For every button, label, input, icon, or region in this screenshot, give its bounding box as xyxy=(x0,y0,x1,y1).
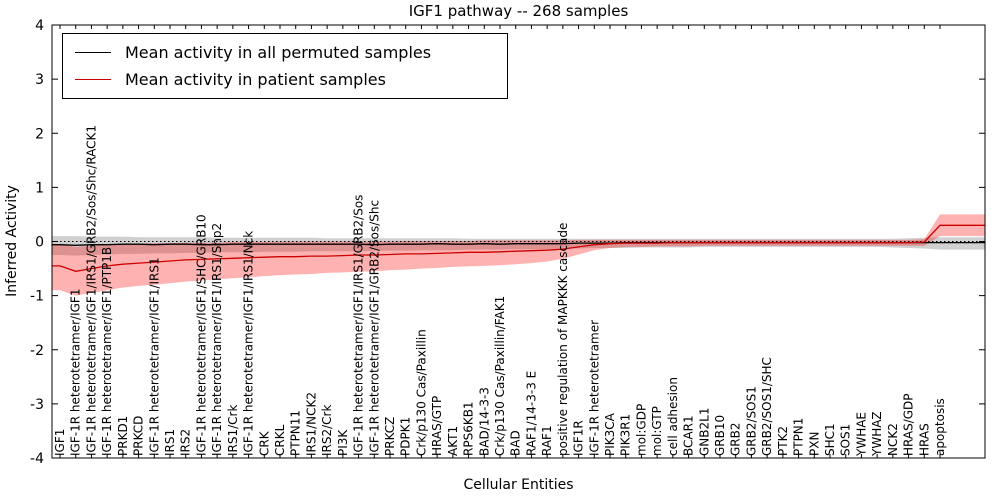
x-tick-label: PI3K xyxy=(336,429,350,456)
x-tick-label: mol:GDP xyxy=(634,404,648,456)
x-tick-label: RPS6KB1 xyxy=(462,401,476,456)
y-tick-label: 3 xyxy=(35,72,44,88)
x-tick-label: HRAS xyxy=(917,423,931,456)
x-tick-label: IRS1 xyxy=(163,429,177,456)
x-tick-label: GRB10 xyxy=(713,415,727,456)
y-axis-label: Inferred Activity xyxy=(4,185,20,297)
x-tick-label: PDPK1 xyxy=(399,417,413,456)
x-tick-label: IGF-1R heterotetramer/IGF1 xyxy=(69,289,83,456)
y-tick-label: -2 xyxy=(30,343,44,359)
x-tick-label: SOS1 xyxy=(839,424,853,456)
x-tick-label: IGF-1R heterotetramer/IGF1/IRS1 xyxy=(147,257,161,456)
x-tick-label: NCK2 xyxy=(886,423,900,456)
y-tick-label: -4 xyxy=(30,451,44,467)
x-tick-label: IGF1 xyxy=(53,429,67,456)
x-tick-label: IGF-1R heterotetramer/IGF1/SHC/GRB10 xyxy=(194,214,208,456)
chart-title: IGF1 pathway -- 268 samples xyxy=(408,2,629,20)
x-tick-label: GNB2L1 xyxy=(697,408,711,456)
x-tick-label: PXN xyxy=(807,432,821,456)
x-tick-label: IGF1R xyxy=(572,420,586,456)
x-tick-label: HRAS/GDP xyxy=(902,393,916,456)
x-tick-label: mol:GTP xyxy=(650,406,664,456)
x-tick-label: IGF-1R heterotetramer xyxy=(587,320,601,456)
x-tick-label: BAD xyxy=(509,430,523,456)
patient-mean-line xyxy=(52,224,985,272)
x-tick-label: GRB2/SOS1/SHC xyxy=(760,357,774,456)
x-tick-label: IGF-1R heterotetramer/IGF1/IRS1/GRB2/Sos… xyxy=(84,125,98,456)
y-tick-label: -1 xyxy=(30,289,44,305)
x-tick-label: GRB2/SOS1 xyxy=(744,386,758,456)
x-tick-label: PRKD1 xyxy=(116,416,130,456)
x-tick-label: BAD/14-3-3 xyxy=(477,387,491,456)
y-tick-label: 1 xyxy=(35,180,44,196)
legend-line-permuted-icon xyxy=(75,52,111,53)
x-tick-label: PRKCZ xyxy=(383,417,397,456)
x-tick-label: HRAS/GTP xyxy=(430,396,444,456)
x-tick-label: IRS2 xyxy=(179,429,193,456)
x-tick-label: IRS2/Crk xyxy=(320,405,334,456)
x-tick-label: apoptosis xyxy=(933,398,947,456)
x-tick-label: RAF1/14-3-3 E xyxy=(524,371,538,456)
legend: Mean activity in all permuted samples Me… xyxy=(62,33,508,99)
patient-confidence-band xyxy=(52,214,985,296)
x-tick-label: AKT1 xyxy=(446,426,460,456)
y-tick-label: 0 xyxy=(35,235,44,251)
x-tick-label: PTPN11 xyxy=(289,410,303,456)
x-tick-label: BCAR1 xyxy=(682,415,696,456)
legend-entry-permuted: Mean activity in all permuted samples xyxy=(75,39,495,66)
x-tick-label: PRKCD xyxy=(132,416,146,456)
y-tick-label: 4 xyxy=(35,18,44,34)
y-tick-label: -3 xyxy=(30,397,44,413)
x-tick-label: CRK xyxy=(257,430,271,456)
permuted-confidence-band xyxy=(52,236,985,256)
x-tick-label: IGF-1R heterotetramer/IGF1/GRB2/Sos/Shc xyxy=(367,200,381,456)
x-tick-label: RAF1 xyxy=(540,425,554,456)
legend-label-patient: Mean activity in patient samples xyxy=(125,70,386,89)
x-tick-label: IRS1/Crk xyxy=(226,405,240,456)
x-tick-label: cell adhesion xyxy=(666,377,680,456)
x-tick-label: Crk/p130 Cas/Paxillin xyxy=(414,329,428,456)
x-tick-label: IGF-1R heterotetramer/IGF1/IRS1/GRB2/Sos xyxy=(352,195,366,456)
legend-label-permuted: Mean activity in all permuted samples xyxy=(125,43,432,62)
x-tick-label: YWHAZ xyxy=(870,411,884,457)
x-tick-label: YWHAE xyxy=(854,412,868,457)
x-tick-label: IGF-1R heterotetramer/IGF1/PTP1B xyxy=(100,247,114,456)
x-tick-label: IRS1/NCK2 xyxy=(304,392,318,456)
x-tick-label: PTPN1 xyxy=(792,418,806,456)
legend-entry-patient: Mean activity in patient samples xyxy=(75,66,495,93)
x-tick-label: PIK3R1 xyxy=(619,414,633,456)
x-tick-label: PTK2 xyxy=(776,426,790,456)
x-tick-label: GRB2 xyxy=(729,422,743,456)
x-tick-label: CRKL xyxy=(273,424,287,456)
x-axis-label: Cellular Entities xyxy=(463,477,574,493)
y-tick-label: 2 xyxy=(35,126,44,142)
x-tick-label: IGF-1R heterotetramer/IGF1/IRS1/Nck xyxy=(242,231,256,456)
x-tick-label: Crk/p130 Cas/Paxillin/FAK1 xyxy=(493,296,507,456)
legend-line-patient-icon xyxy=(75,79,111,80)
x-tick-label: IGF-1R heterotetramer/IGF1/IRS1/Shp2 xyxy=(210,223,224,456)
x-tick-label: PIK3CA xyxy=(603,412,617,456)
x-tick-label: positive regulation of MAPKKK cascade xyxy=(556,223,570,456)
x-tick-label: SHC1 xyxy=(823,423,837,456)
